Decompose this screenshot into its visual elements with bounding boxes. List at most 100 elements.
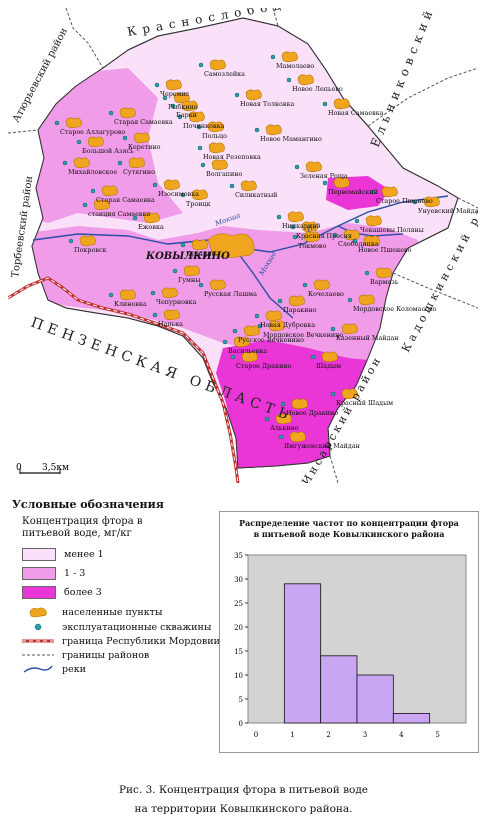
settlement-blob <box>93 199 110 211</box>
well-point <box>322 180 328 186</box>
well-point <box>152 312 158 318</box>
settlement-blob <box>303 231 320 243</box>
settlement-label: Сутягино <box>123 168 155 176</box>
map-svg: Краснослободский район Атюрьевский район… <box>7 0 487 488</box>
settlement-blob <box>268 320 285 332</box>
settlement-label: Чекашевы Поляны <box>360 226 424 234</box>
settlement-blob <box>143 212 160 224</box>
legend-republic-border-label: граница Республики Мордовии <box>62 635 220 647</box>
settlement-blob <box>101 185 118 197</box>
well-point <box>412 199 418 205</box>
well-point <box>270 54 276 60</box>
well-point <box>180 242 186 248</box>
legend-class-low-label: менее 1 <box>64 549 104 560</box>
y-tick-label: 20 <box>234 624 243 632</box>
zone-medium-south <box>32 223 418 383</box>
settlement-blob <box>233 336 250 348</box>
well-point <box>117 160 123 166</box>
settlement-blob <box>423 196 440 208</box>
well-point <box>276 214 282 220</box>
settlement-label: Троицк <box>186 200 211 208</box>
scale-zero: 0 <box>16 463 22 473</box>
settlement-blob <box>209 279 226 291</box>
settlement-label: Черемис <box>160 90 190 98</box>
settlement-label: Русская Лашма <box>204 290 257 298</box>
well-point <box>332 232 338 238</box>
well-point <box>180 192 186 198</box>
settlement-label: Новое Мамангино <box>260 135 322 143</box>
settlement-blob <box>165 79 182 91</box>
settlement-blob <box>211 159 228 171</box>
label-kovylkino: КОВЫЛКИНО <box>145 251 230 262</box>
well-point <box>122 135 128 141</box>
settlement-blob <box>163 309 180 321</box>
settlement-blob <box>191 239 208 251</box>
settlement-label: Самозлейка <box>204 70 245 78</box>
frequency-chart: Распределение частот по концентрации фто… <box>219 511 479 753</box>
settlement-label: Мордовское Коломасово <box>353 305 437 313</box>
well-point <box>286 77 292 83</box>
settlement-blob <box>128 157 145 169</box>
settlement-label: Барки <box>176 111 197 119</box>
settlement-label: Чепурновка <box>156 298 197 306</box>
chart-bar <box>392 712 431 724</box>
well-point <box>154 82 160 88</box>
well-point <box>280 401 286 407</box>
well-point <box>82 202 88 208</box>
label-torbeevsky: Торбеевский район <box>10 175 35 279</box>
settlement-blob <box>265 310 282 322</box>
well-point <box>198 282 204 288</box>
legend-wells: эксплуатационные скважины <box>22 621 211 633</box>
chart-bar <box>283 583 322 724</box>
legend-swatch-low <box>22 548 56 561</box>
settlement-blob <box>161 287 178 299</box>
legend-settlements: населенные пункты <box>22 606 162 618</box>
district-borders <box>7 7 479 484</box>
chart-bar <box>320 655 358 724</box>
well-point <box>302 282 308 288</box>
settlement-label: Нипкарино <box>282 222 321 230</box>
settlement-label: Изосимовка <box>158 190 199 198</box>
settlement-blob <box>321 351 338 363</box>
settlement-blob <box>343 229 360 241</box>
settlement-label: Красная Пресня <box>296 232 352 240</box>
y-tick-label: 5 <box>239 696 243 704</box>
settlement-label: Унуевский Майдан <box>418 207 478 215</box>
district-map: Краснослободский район Атюрьевский район… <box>7 0 487 488</box>
settlement-blob <box>333 177 350 189</box>
settlement-blob <box>119 107 136 119</box>
well-point <box>234 92 240 98</box>
settlement-label: Старое Пшенево <box>376 197 433 205</box>
well-point <box>352 238 358 244</box>
settlement-blob <box>245 89 262 101</box>
label-elnikovsky: Ельниковский район <box>368 8 464 149</box>
legend-wells-label: эксплуатационные скважины <box>62 621 212 633</box>
caption-line2: на территории Ковылкинского района. <box>134 803 353 815</box>
settlement-label: Ежовка <box>138 223 164 231</box>
settlement-label: Старая Самаевка <box>114 118 173 126</box>
settlement-blob <box>119 289 136 301</box>
legend-republic-border: граница Республики Мордовии <box>22 635 220 647</box>
settlement-label: Гумны <box>178 276 200 284</box>
chart-svg: 0 5 10 15 20 25 30 35 0 1 2 3 4 5 <box>234 552 467 739</box>
settlement-label: Мамолаево <box>276 62 314 70</box>
settlement-blob <box>358 294 375 306</box>
settlement-label: Вармазь <box>370 278 399 286</box>
legend-swatch-high <box>22 586 56 599</box>
settlement-blob <box>288 295 305 307</box>
zone-medium-west <box>32 68 183 223</box>
settlement-blob <box>241 351 258 363</box>
well-point <box>264 416 270 422</box>
settlement-blob <box>207 121 224 133</box>
settlement-label: Новая Дубровка <box>260 321 315 329</box>
settlement-label: Токмово <box>298 242 327 250</box>
well-point <box>330 326 336 332</box>
settlement-label: Русское Вечкенино <box>238 336 304 344</box>
settlement-blob <box>333 98 350 110</box>
settlement-blob <box>381 186 398 198</box>
settlement-label: Волгапино <box>206 170 243 178</box>
well-point <box>230 354 236 360</box>
x-tick-label: 0 <box>254 731 258 739</box>
well-point <box>322 101 328 107</box>
x-tick-label: 3 <box>363 731 367 739</box>
